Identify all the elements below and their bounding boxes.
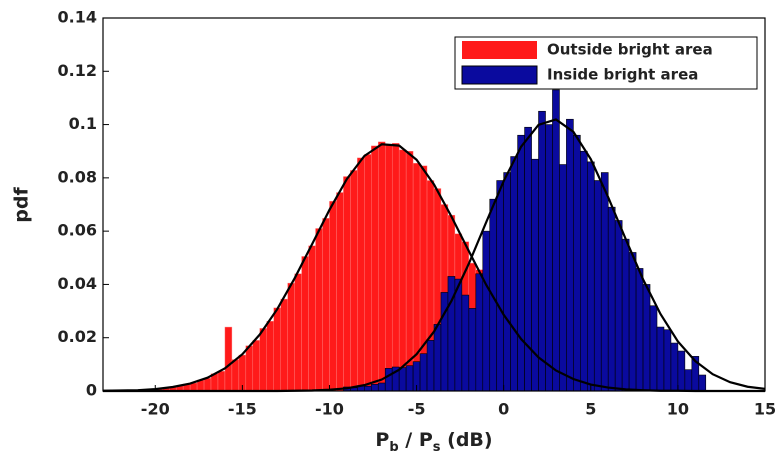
histogram-bar (252, 340, 260, 392)
histogram-bar (377, 382, 386, 392)
histogram-bar (649, 305, 658, 392)
histogram-bar (426, 340, 435, 392)
histogram-bar (357, 157, 365, 392)
histogram-bar (607, 206, 616, 392)
x-label-part: (dB) (441, 429, 493, 451)
histogram-bar (217, 371, 226, 392)
y-tick-label: 0.14 (58, 8, 97, 27)
histogram-bar (398, 149, 407, 392)
histogram-bar (580, 150, 588, 392)
histogram-bar (642, 284, 651, 392)
y-tick-label: 0.02 (58, 327, 97, 346)
histogram-bar (259, 328, 267, 392)
histogram-bar (419, 353, 428, 392)
histogram-bar (301, 256, 309, 392)
histogram-bar (677, 350, 686, 392)
legend-label: Inside bright area (547, 66, 698, 84)
histogram-bar (384, 368, 393, 392)
histogram-bar (698, 374, 707, 392)
histogram-bar (496, 180, 504, 392)
x-label-part: / P (399, 429, 433, 451)
histogram-bar (350, 170, 358, 392)
x-tick-label: -15 (228, 400, 257, 419)
y-tick-label: 0.1 (69, 114, 97, 133)
histogram-bar (510, 156, 518, 392)
histogram-bar (587, 161, 595, 392)
y-axis-label: pdf (11, 187, 33, 223)
y-tick-label: 0.06 (58, 221, 97, 240)
histogram-bar (468, 308, 477, 392)
histogram-bar (294, 273, 302, 392)
x-label-part: P (375, 429, 389, 451)
x-label-part: b (389, 440, 398, 455)
histogram-bar (566, 118, 574, 392)
histogram-bar (280, 298, 288, 392)
histogram-bar (461, 294, 470, 392)
histogram-bar (475, 273, 484, 392)
histogram-bar (385, 144, 393, 392)
x-tick-label: 0 (498, 400, 509, 419)
histogram-bar (370, 384, 379, 392)
x-tick-label: 10 (667, 400, 689, 419)
x-tick-label: 15 (754, 400, 776, 419)
histogram-bar (635, 268, 644, 392)
histogram-bar (266, 320, 274, 392)
histogram-bar (371, 145, 379, 392)
histogram-bar (517, 134, 525, 392)
histogram-bar (364, 154, 372, 392)
histogram-bar (573, 134, 581, 392)
histogram-bar (364, 385, 372, 392)
x-tick-label: -10 (315, 400, 344, 419)
histogram-bar (343, 176, 351, 392)
histogram-bar (322, 218, 330, 392)
histogram-bar (482, 230, 491, 392)
histogram-bar (600, 172, 609, 392)
y-tick-label: 0.12 (58, 61, 97, 80)
x-label-part: s (433, 440, 441, 455)
legend-label: Outside bright area (547, 41, 713, 59)
histogram-bar (315, 228, 323, 392)
histogram-bar (245, 345, 254, 392)
histogram-bar (231, 359, 240, 392)
histogram-bar (614, 220, 623, 392)
histogram-bar (621, 238, 630, 392)
histogram-bar (391, 143, 400, 392)
histogram-bar (203, 378, 212, 392)
histogram-bar (329, 201, 337, 392)
x-tick-label: 5 (585, 400, 596, 419)
histogram-bar (524, 126, 532, 392)
plot-frame (102, 17, 766, 392)
y-tick-label: 0.04 (58, 274, 97, 293)
y-tick-label: 0 (86, 381, 97, 400)
histogram-bar (224, 326, 233, 392)
histogram-bar (503, 172, 511, 392)
histogram-bar (656, 326, 665, 392)
x-tick-label: -5 (408, 400, 426, 419)
histogram-bar (663, 329, 672, 392)
x-tick-label: -20 (141, 400, 170, 419)
histogram-bar (405, 151, 414, 392)
histogram-bar (336, 192, 344, 392)
legend-swatch (462, 41, 537, 59)
x-axis-label: Pb / Ps (dB) (375, 429, 492, 456)
histogram-bar (308, 245, 316, 392)
histogram-bar (628, 252, 637, 392)
histogram-bar (433, 324, 442, 392)
histogram-bar (405, 365, 414, 392)
histogram-bar (545, 124, 553, 392)
histogram-bar (378, 141, 386, 392)
histogram-bar (684, 369, 693, 392)
histogram-bar (287, 282, 295, 392)
histogram-bar (538, 110, 546, 392)
histogram-bar (559, 164, 567, 392)
histogram-bar (552, 89, 560, 392)
histogram-bar (593, 180, 602, 392)
histogram-bar (273, 307, 281, 392)
legend-swatch (461, 65, 538, 85)
y-tick-label: 0.08 (58, 167, 97, 186)
histogram-bar (670, 342, 679, 392)
histogram-bar (398, 367, 407, 392)
histogram-bar (454, 278, 463, 392)
